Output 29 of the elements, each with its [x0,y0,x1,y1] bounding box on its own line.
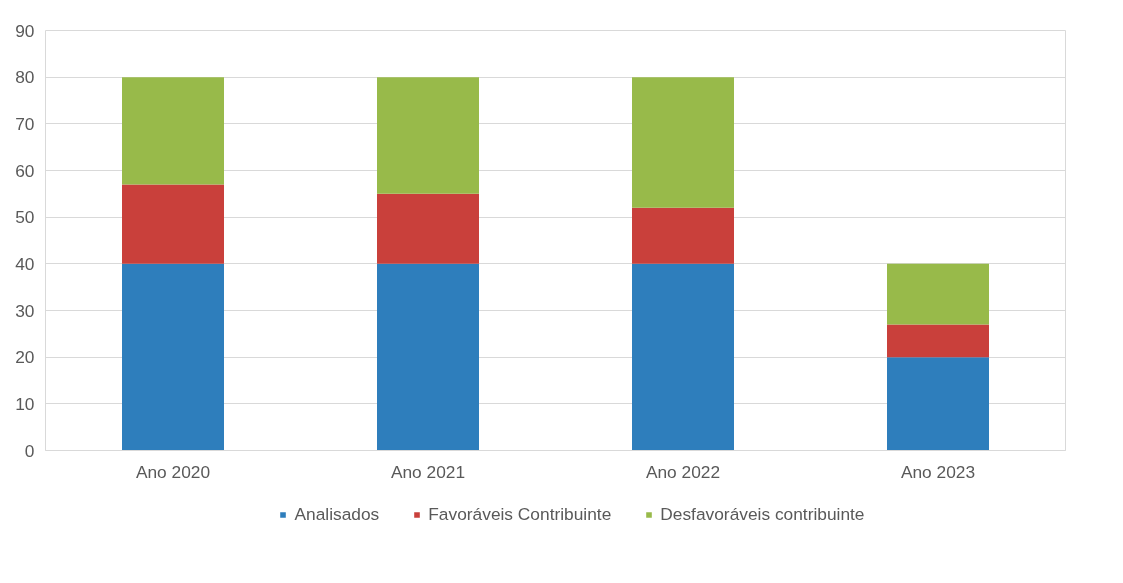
y-tick-label: 30 [15,300,35,321]
y-tick-label: 60 [15,160,35,181]
bar [377,193,479,264]
x-tick-label: Ano 2022 [645,461,721,482]
x-tick-label: Ano 2020 [135,461,211,482]
legend-label: Favoráveis Contribuinte [428,503,612,525]
y-tick-label: 70 [15,113,35,134]
bar [377,263,479,451]
bar [122,263,224,451]
y-tick-label: 80 [15,67,35,88]
x-tick-label: Ano 2021 [390,461,466,482]
y-tick-label: 20 [15,347,35,368]
bar [122,184,224,264]
y-tick-label: 40 [15,253,35,274]
y-tick-label: 0 [24,440,35,461]
y-tick-label: 90 [15,20,35,41]
bar [122,77,224,185]
bar [632,77,734,208]
bar [377,77,479,194]
x-tick-label: Ano 2023 [900,461,976,482]
bar [887,263,989,325]
legend-label: Analisados [294,503,380,525]
bar [887,357,989,451]
bar [632,263,734,451]
y-tick-label: 50 [15,207,35,228]
legend-label: Desfavoráveis contribuinte [660,503,865,525]
y-tick-label: 10 [15,393,35,414]
bar [887,324,989,358]
bar [632,207,734,264]
